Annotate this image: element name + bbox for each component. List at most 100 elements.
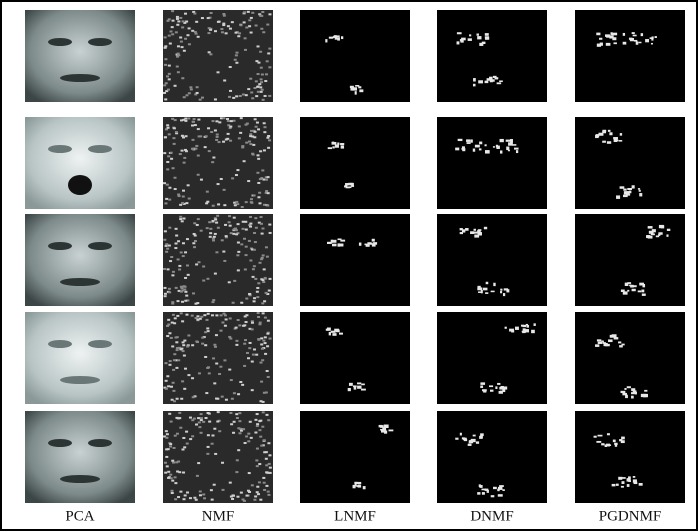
speck <box>171 26 174 28</box>
speck <box>166 433 169 435</box>
speck <box>237 319 240 321</box>
speck <box>237 35 240 37</box>
speck <box>353 485 356 488</box>
speck <box>179 204 182 206</box>
speck <box>245 254 248 256</box>
speck <box>230 423 233 425</box>
speck <box>174 498 177 500</box>
speck <box>177 300 180 302</box>
speck <box>237 393 240 395</box>
speck <box>235 344 238 346</box>
speck <box>173 127 176 129</box>
speck <box>479 485 482 488</box>
speck <box>176 16 179 18</box>
speck <box>229 126 232 128</box>
speck <box>195 499 198 501</box>
speck <box>223 260 226 262</box>
speck <box>260 91 263 93</box>
speck <box>170 421 173 423</box>
speck <box>168 227 171 229</box>
speck <box>467 142 471 144</box>
speck <box>242 228 245 230</box>
basis <box>437 411 547 503</box>
speck <box>239 95 242 97</box>
speck <box>331 331 336 333</box>
speck <box>169 260 172 262</box>
speck <box>170 158 173 160</box>
speck <box>173 177 176 179</box>
speck <box>651 43 653 45</box>
speck <box>245 314 248 316</box>
speck <box>260 445 263 447</box>
speck <box>260 216 263 218</box>
speck <box>265 451 268 453</box>
speck <box>489 385 493 387</box>
speck <box>483 390 486 393</box>
image <box>575 214 685 306</box>
speck <box>243 21 246 23</box>
eye <box>48 38 72 46</box>
speck <box>269 278 272 280</box>
speck <box>638 188 640 190</box>
speck <box>266 345 269 347</box>
speck <box>177 53 180 55</box>
speck <box>595 135 599 138</box>
speck <box>263 439 266 441</box>
speck <box>600 43 603 46</box>
speck <box>366 244 370 247</box>
speck <box>164 293 167 295</box>
speck <box>166 375 169 377</box>
speck <box>263 122 266 124</box>
speck <box>212 205 215 207</box>
speck <box>200 419 203 421</box>
speck <box>212 239 215 241</box>
speck <box>639 190 641 192</box>
speck <box>198 261 201 263</box>
image <box>25 411 135 503</box>
speck <box>167 155 170 157</box>
speck <box>181 46 184 48</box>
speck <box>259 322 262 324</box>
speck <box>631 388 635 391</box>
speck <box>222 117 225 119</box>
speck <box>176 24 179 26</box>
speck <box>623 189 626 191</box>
speck <box>260 78 263 80</box>
speck <box>625 395 628 398</box>
speck <box>256 423 259 425</box>
speck <box>211 314 214 316</box>
speck <box>191 139 194 141</box>
speck <box>188 27 191 29</box>
speck <box>197 218 200 220</box>
speck <box>206 367 209 369</box>
speck <box>197 119 200 121</box>
speck <box>229 317 232 319</box>
speck <box>215 222 218 224</box>
speck <box>231 177 234 179</box>
speck <box>184 300 187 302</box>
speck <box>599 38 602 40</box>
speck <box>265 246 268 248</box>
speck <box>231 21 234 23</box>
speck <box>235 229 238 231</box>
speck <box>204 331 207 333</box>
speck <box>213 236 216 238</box>
speck <box>335 38 339 40</box>
speck <box>166 325 169 327</box>
speck <box>222 141 225 143</box>
speck <box>216 136 219 138</box>
speck <box>213 428 216 430</box>
speck <box>491 495 495 497</box>
speck <box>215 314 218 316</box>
speck <box>199 99 202 101</box>
speck <box>182 344 185 346</box>
speck <box>254 432 257 434</box>
speck <box>206 191 209 193</box>
speck <box>266 205 269 207</box>
speck <box>265 458 268 460</box>
speck <box>516 150 518 153</box>
speck <box>620 391 625 393</box>
speck <box>211 301 214 303</box>
speck <box>249 260 252 262</box>
speck <box>648 226 653 229</box>
